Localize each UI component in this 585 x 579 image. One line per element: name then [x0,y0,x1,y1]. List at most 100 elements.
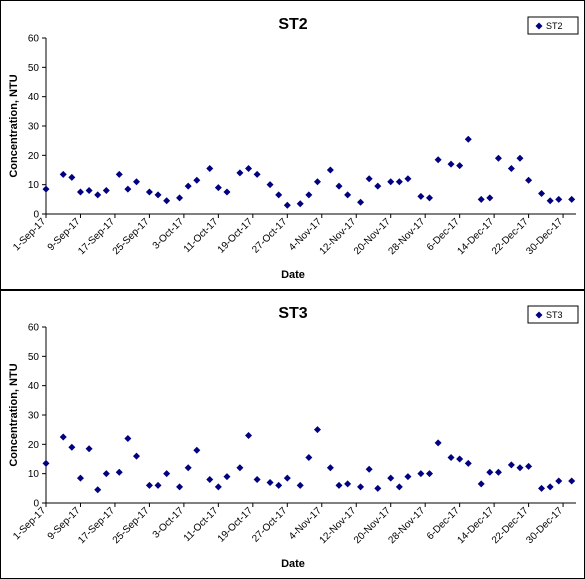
data-point [404,473,412,481]
data-point [296,200,304,208]
chart-panel-st2: ST2 Concentration, NTU Date ST2 0 10 20 30 4… [0,0,585,290]
data-point [132,452,140,460]
data-point [568,477,576,485]
data-point [486,468,494,476]
data-point [434,156,442,164]
data-point [365,175,373,183]
data-point [176,483,184,491]
data-point [516,154,524,162]
data-point [214,184,222,192]
data-point [365,465,373,473]
x-tick-label: 1-Sep-17 [11,505,48,542]
data-point [193,176,201,184]
data-point [223,188,231,196]
y-tick-label: 40 [28,381,40,392]
data-point [374,484,382,492]
data-point [184,464,192,472]
data-point [253,170,261,178]
x-tick-label: 11-Oct-17 [182,505,221,544]
data-point [395,178,403,186]
data-point [434,439,442,447]
data-point [425,470,433,478]
x-tick-label: 25-Sep-17 [111,505,152,546]
data-point [154,191,162,199]
data-point [313,426,321,434]
data-point [417,192,425,200]
data-point [275,191,283,199]
data-point [313,178,321,186]
data-point [145,481,153,489]
data-point [236,169,244,177]
data-point [132,178,140,186]
data-point [102,187,110,195]
x-tick-label: 30-Dec-17 [524,505,565,546]
data-point [507,165,515,173]
y-tick-label: 10 [28,180,40,191]
data-point [555,195,563,203]
data-point [283,474,291,482]
y-tick-label: 50 [28,63,40,74]
x-tick-label: 27-Oct-17 [250,505,290,545]
data-point [494,154,502,162]
data-point [42,185,50,193]
data-point [85,445,93,453]
data-point [68,443,76,451]
data-point [124,434,132,442]
y-axis-label: Concentration, NTU [8,363,20,466]
data-point [357,198,365,206]
data-point [193,446,201,454]
data-point [94,191,102,199]
data-point [245,165,253,173]
data-point [456,162,464,170]
y-tick-label: 30 [28,411,40,422]
x-tick-label: 3-Oct-17 [151,505,187,541]
data-point [417,470,425,478]
data-point [335,481,343,489]
data-point [494,468,502,476]
data-point [546,483,554,491]
data-point [163,197,171,205]
x-axis-label: Date [281,558,305,570]
legend-marker [535,311,543,319]
data-point [176,194,184,202]
data-point [115,468,123,476]
x-tick-label: 28-Nov-17 [387,505,428,546]
y-tick-label: 60 [28,323,40,334]
data-point [344,480,352,488]
data-point [76,474,84,482]
legend-box [527,16,579,35]
x-tick-label: 19-Oct-17 [216,216,256,256]
y-tick-label: 60 [28,34,40,45]
data-point [85,187,93,195]
data-point [115,170,123,178]
data-point [283,201,291,209]
legend-marker [535,22,543,30]
data-point [305,191,313,199]
data-point [477,195,485,203]
y-tick-label: 10 [28,469,40,480]
y-tick-label: 40 [28,92,40,103]
data-point [206,165,214,173]
data-point [236,464,244,472]
data-point [357,483,365,491]
scatter-chart-st2: ST2 Concentration, NTU Date ST2 0 10 20 30 4… [8,16,579,281]
x-tick-label: 19-Oct-17 [216,505,256,545]
data-point [395,483,403,491]
data-point [477,480,485,488]
data-point [404,175,412,183]
data-point [525,462,533,470]
scatter-chart-st3: ST3 Concentration, NTU Date ST3 0 10 20 30 4… [8,305,579,570]
data-point [223,473,231,481]
data-point [546,197,554,205]
data-point [275,481,283,489]
data-point [344,191,352,199]
data-point [245,432,253,440]
y-tick-label: 50 [28,352,40,363]
y-tick-label: 20 [28,440,40,451]
legend: ST3 [527,305,579,324]
y-tick-label: 30 [28,122,40,133]
data-point [68,173,76,181]
legend-entry: ST3 [546,310,563,320]
data-point [525,176,533,184]
data-point [102,470,110,478]
